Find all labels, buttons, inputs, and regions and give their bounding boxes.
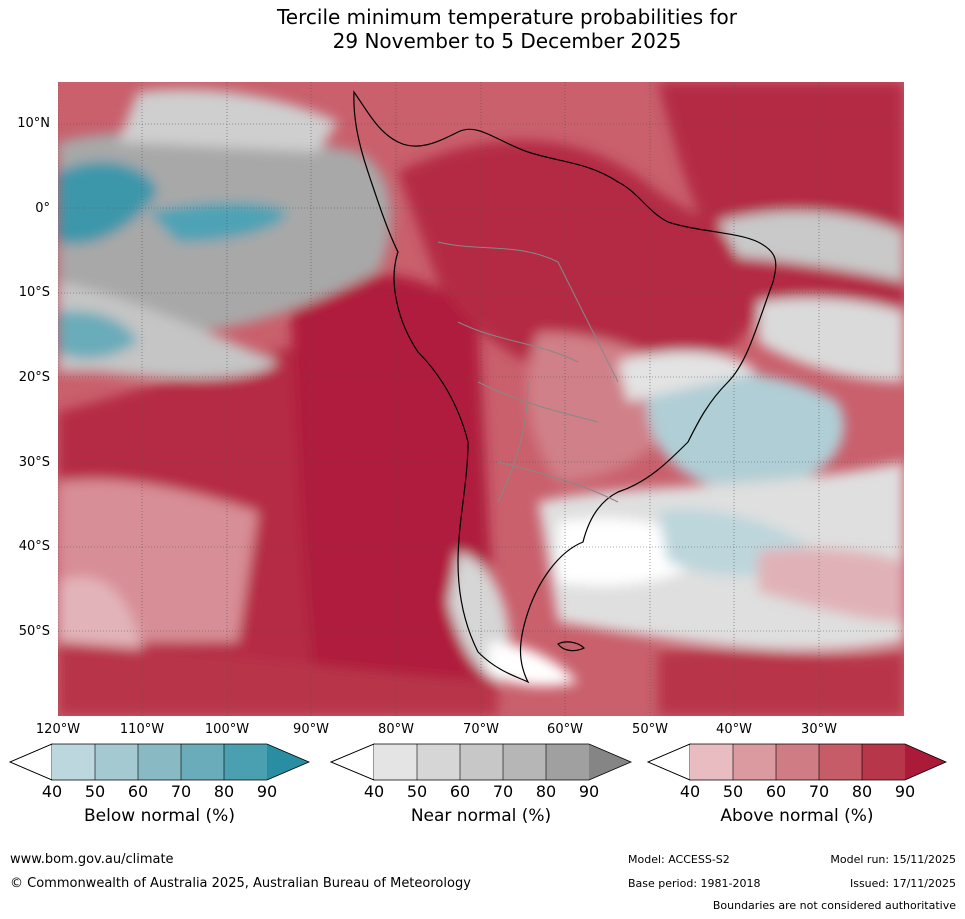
colorbar-above-title: Above normal (%)	[720, 806, 874, 826]
colorbar-below-min-arrow	[8, 743, 53, 781]
chart-title-line1: Tercile minimum temperature probabilitie…	[276, 5, 738, 29]
lat-label-50s: 50°S	[18, 624, 50, 639]
lat-label-30s: 30°S	[18, 455, 50, 470]
footer-copyright: © Commonwealth of Australia 2025, Austra…	[10, 876, 471, 891]
colorbar-above-normal	[646, 743, 947, 781]
colorbar-near-cell-40	[374, 744, 417, 780]
near-tick-40: 40	[363, 782, 385, 801]
colorbar-near-outline	[329, 743, 633, 781]
region-east-brazil-near	[618, 351, 758, 402]
footer-issued: Issued: 17/11/2025	[849, 877, 956, 890]
near-tick-70: 70	[492, 782, 514, 801]
region-near-normal-north	[118, 89, 338, 152]
region-below-normal-west	[58, 161, 158, 244]
country-borders	[437, 241, 619, 503]
lon-label-80w: 80°W	[378, 722, 414, 737]
colorbar-below-normal	[8, 743, 311, 781]
footer-disclaimer: Boundaries are not considered authoritat…	[712, 899, 956, 912]
colorbars	[8, 743, 947, 781]
above-tick-60: 60	[765, 782, 787, 801]
footer-website: www.bom.gov.au/climate	[10, 852, 174, 867]
colorbar-above-cell-50	[733, 744, 776, 780]
region-southern-ocean-east	[658, 649, 904, 716]
colorbar-near-cell-70	[503, 744, 546, 780]
colorbar-near-max-arrow	[589, 744, 631, 780]
colorbar-above-max-arrow	[905, 744, 946, 780]
region-below-normal-center	[148, 202, 288, 242]
lon-label-30w: 30°W	[801, 722, 837, 737]
region-tropical-atlantic-near	[718, 211, 904, 282]
colorbar-near-title: Near normal (%)	[410, 806, 552, 826]
lon-label-90w: 90°W	[293, 722, 329, 737]
footer-model: Model: ACCESS-S2	[628, 853, 730, 866]
colorbar-near-cell-60	[460, 744, 503, 780]
lat-label-10s: 10°S	[18, 285, 50, 300]
map-canvas	[58, 82, 904, 716]
near-tick-60: 60	[449, 782, 471, 801]
colorbar-near-cell-50	[417, 744, 460, 780]
lon-label-120w: 120°W	[35, 722, 81, 737]
below-tick-40: 40	[41, 782, 63, 801]
below-tick-50: 50	[84, 782, 106, 801]
lat-label-0: 0°	[35, 201, 50, 216]
colorbar-below-cell-60	[138, 744, 181, 780]
region-atlantic-near-2	[758, 297, 904, 382]
region-east-brazil-below	[646, 371, 845, 492]
lon-label-40w: 40°W	[716, 722, 752, 737]
below-tick-90: 90	[256, 782, 278, 801]
region-patagonia-white	[488, 642, 578, 687]
region-amazon-high	[398, 140, 778, 382]
map-gridlines	[58, 82, 904, 716]
below-tick-60: 60	[127, 782, 149, 801]
chart-title-line2: 29 November to 5 December 2025	[332, 29, 682, 53]
colorbar-near-normal	[329, 743, 633, 781]
colorbar-near-cell-80	[546, 744, 589, 780]
above-tick-40: 40	[679, 782, 701, 801]
lon-label-70w: 70°W	[463, 722, 499, 737]
region-east-pacific-high	[288, 272, 498, 702]
region-below-normal-lower	[58, 311, 138, 359]
colorbar-above-cell-80	[862, 744, 905, 780]
colorbar-below-outline	[8, 743, 311, 781]
near-tick-80: 80	[535, 782, 557, 801]
colorbar-below-cell-40	[52, 744, 95, 780]
footer-base-period: Base period: 1981-2018	[628, 877, 761, 890]
region-near-normal-east	[58, 282, 278, 379]
below-tick-70: 70	[170, 782, 192, 801]
lon-label-100w: 100°W	[204, 722, 250, 737]
colorbar-near-dividers	[416, 744, 547, 780]
colorbar-below-dividers	[94, 744, 225, 780]
falkland-islands	[557, 641, 586, 652]
lat-label-10n: 10°N	[17, 116, 50, 131]
above-tick-90: 90	[894, 782, 916, 801]
colorbar-below-cell-80	[224, 744, 267, 780]
colorbar-above-outline	[646, 743, 947, 781]
colorbar-above-dividers	[732, 744, 863, 780]
colorbar-above-cell-40	[690, 744, 733, 780]
near-tick-50: 50	[406, 782, 428, 801]
colorbar-below-max-arrow	[267, 744, 309, 780]
near-tick-90: 90	[578, 782, 600, 801]
lon-label-50w: 50°W	[632, 722, 668, 737]
colorbar-below-cell-50	[95, 744, 138, 780]
below-tick-80: 80	[213, 782, 235, 801]
above-tick-80: 80	[851, 782, 873, 801]
colorbar-above-cell-70	[819, 744, 862, 780]
probability-map	[58, 82, 904, 716]
lat-label-40s: 40°S	[18, 539, 50, 554]
lon-label-60w: 60°W	[547, 722, 583, 737]
lat-label-20s: 20°S	[18, 370, 50, 385]
above-tick-70: 70	[808, 782, 830, 801]
footer-model-run: Model run: 15/11/2025	[830, 853, 956, 866]
colorbar-below-cell-70	[181, 744, 224, 780]
colorbar-near-min-arrow	[329, 743, 375, 781]
colorbar-below-title: Below normal (%)	[84, 806, 235, 826]
region-southern-ocean-high	[58, 642, 498, 716]
colorbar-above-cell-60	[776, 744, 819, 780]
lon-label-110w: 110°W	[119, 722, 165, 737]
above-tick-50: 50	[722, 782, 744, 801]
region-south-atlantic-pink	[758, 547, 904, 622]
colorbar-above-min-arrow	[646, 743, 691, 781]
